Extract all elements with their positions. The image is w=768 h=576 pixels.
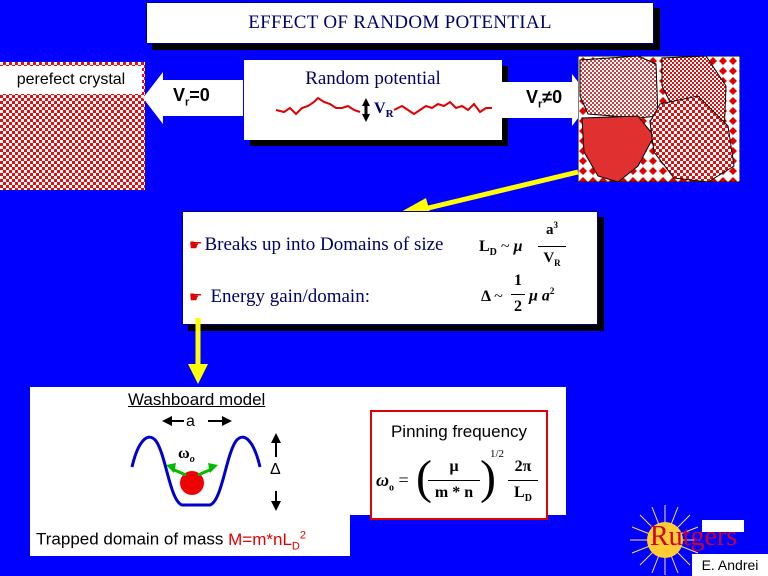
vr-label: VR <box>374 100 394 121</box>
right-arrow: Vr≠0 <box>500 74 592 126</box>
arrow-left-icon <box>143 72 243 124</box>
pinning-frequency-equation: ωo = <box>376 470 409 494</box>
perfect-crystal-label: perefect crystal <box>0 66 142 94</box>
random-potential-box: Random potential VR <box>244 60 502 140</box>
arrow-right-icon <box>500 74 592 126</box>
pointing-hand-icon: ☛ <box>189 237 203 254</box>
domain-size-box: ☛ Breaks up into Domains of size ☛ Energ… <box>182 211 598 325</box>
domain-size-equation: LD ~ μ <box>479 238 523 259</box>
vr-zero-label: Vr=0 <box>173 85 210 109</box>
energy-gain-equation: Δ ~ <box>481 288 503 305</box>
sunburst-icon <box>630 505 700 575</box>
random-potential-title: Random potential <box>305 68 441 89</box>
delta-label: Δ <box>270 461 281 478</box>
rutgers-logo: Rutgers <box>630 505 750 575</box>
yellow-arrow-down-icon <box>188 318 208 384</box>
omega-label: ωo <box>178 445 195 466</box>
washboard-potential-diagram <box>130 416 281 511</box>
domains-illustration <box>577 55 741 183</box>
bullet-breaks-up: ☛ Breaks up into Domains of size <box>189 234 444 255</box>
trapped-domain-strip: Trapped domain of mass M=m*nLD2 <box>30 515 350 556</box>
trapped-domain-text: Trapped domain of mass M=m*nLD2 <box>36 529 306 553</box>
white-bar <box>702 520 744 532</box>
random-potential-curve-icon <box>275 96 492 122</box>
lattice-constant-label: a <box>186 413 195 430</box>
vr-nonzero-label: Vr≠0 <box>526 87 563 111</box>
left-arrow: Vr=0 <box>143 72 243 124</box>
washboard-title: Washboard model <box>128 390 266 409</box>
pinning-frequency-title: Pinning frequency <box>390 422 528 441</box>
author-label: E. Andrei <box>692 554 768 576</box>
slide-title: EFFECT OF RANDOM POTENTIAL <box>248 12 552 33</box>
pinning-frequency-box: Pinning frequency ωo = ( μ m * n ) 1/2 2… <box>370 410 548 520</box>
bullet-energy-gain: ☛ Energy gain/domain: <box>189 286 370 307</box>
pointing-hand-icon: ☛ <box>189 289 203 306</box>
slide-title-box: EFFECT OF RANDOM POTENTIAL <box>146 2 654 44</box>
